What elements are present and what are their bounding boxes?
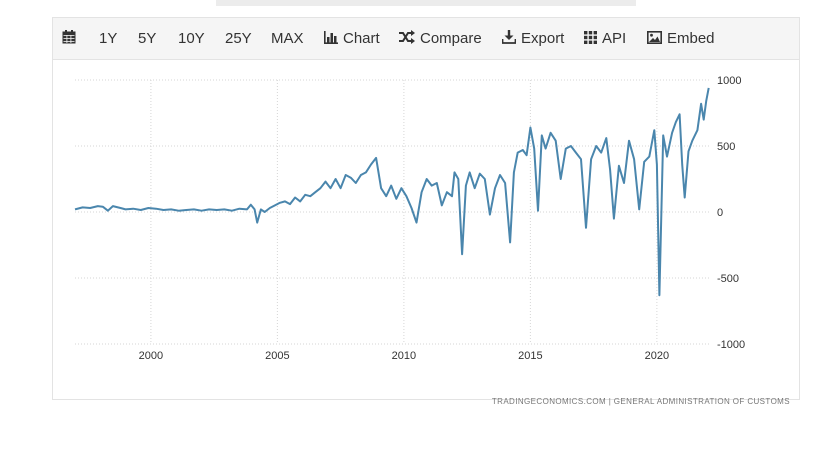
x-tick-label: 2000 [139,350,163,362]
export-label: Export [521,30,565,47]
range-10y-label: 10Y [178,30,205,47]
series-line [74,87,710,297]
calendar-button[interactable] [62,18,81,60]
y-tick-label: 1000 [717,75,741,87]
x-tick-label: 2010 [392,350,416,362]
range-5y-button[interactable]: 5Y [138,18,156,60]
chart-type-button[interactable]: Chart [324,18,380,60]
compare-label: Compare [420,30,482,47]
x-tick-label: 2020 [645,350,669,362]
bar-chart-icon [324,31,338,45]
y-tick-label: -500 [717,273,739,285]
range-1y-label: 1Y [99,30,118,47]
shuffle-icon [399,30,415,45]
range-25y-label: 25Y [225,30,252,47]
chart-type-label: Chart [343,30,380,47]
api-label: API [602,30,627,47]
x-tick-label: 2005 [265,350,289,362]
range-max-label: MAX [271,30,304,47]
range-max-button[interactable]: MAX [271,18,304,60]
y-tick-label: 500 [717,141,735,153]
compare-button[interactable]: Compare [399,18,482,60]
range-25y-button[interactable]: 25Y [225,18,252,60]
grid-icon [584,30,597,44]
x-tick-label: 2015 [518,350,542,362]
y-tick-label: -1000 [717,339,745,351]
image-icon [647,30,662,44]
embed-button[interactable]: Embed [647,18,715,60]
top-strip [216,0,636,6]
api-button[interactable]: API [584,18,626,60]
line-chart: 1000 500 0 -500 -1000 2000 2005 2010 2015 2020 [74,75,745,362]
source-attribution: TRADINGECONOMICS.COM | GENERAL ADMINISTR… [491,397,790,406]
export-button[interactable]: Export [501,18,565,60]
chart-panel: 1Y 5Y 10Y 25Y MAX Chart Compare [52,17,800,406]
chart-toolbar: 1Y 5Y 10Y 25Y MAX Chart Compare [53,18,799,60]
embed-label: Embed [667,30,715,47]
range-5y-label: 5Y [138,30,157,47]
range-1y-button[interactable]: 1Y [99,18,117,60]
range-10y-button[interactable]: 10Y [178,18,205,60]
calendar-icon [62,30,76,44]
y-tick-label: 0 [717,207,723,219]
download-icon [501,30,517,44]
